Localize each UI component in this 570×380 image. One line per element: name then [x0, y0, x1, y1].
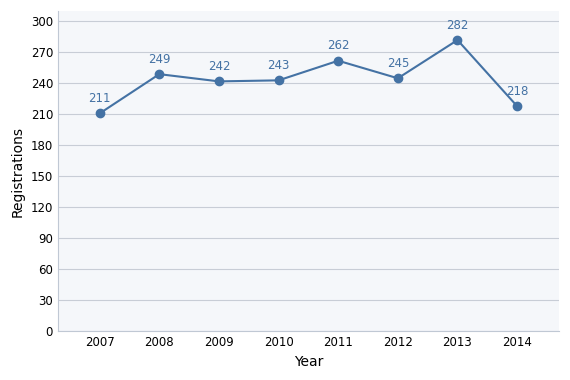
Text: 218: 218: [506, 85, 528, 98]
Text: 262: 262: [327, 40, 349, 52]
Text: 242: 242: [207, 60, 230, 73]
X-axis label: Year: Year: [294, 355, 323, 369]
Text: 211: 211: [88, 92, 111, 105]
Text: 245: 245: [386, 57, 409, 70]
Y-axis label: Registrations: Registrations: [11, 126, 25, 217]
Text: 249: 249: [148, 53, 170, 66]
Text: 243: 243: [267, 59, 290, 72]
Text: 282: 282: [446, 19, 469, 32]
